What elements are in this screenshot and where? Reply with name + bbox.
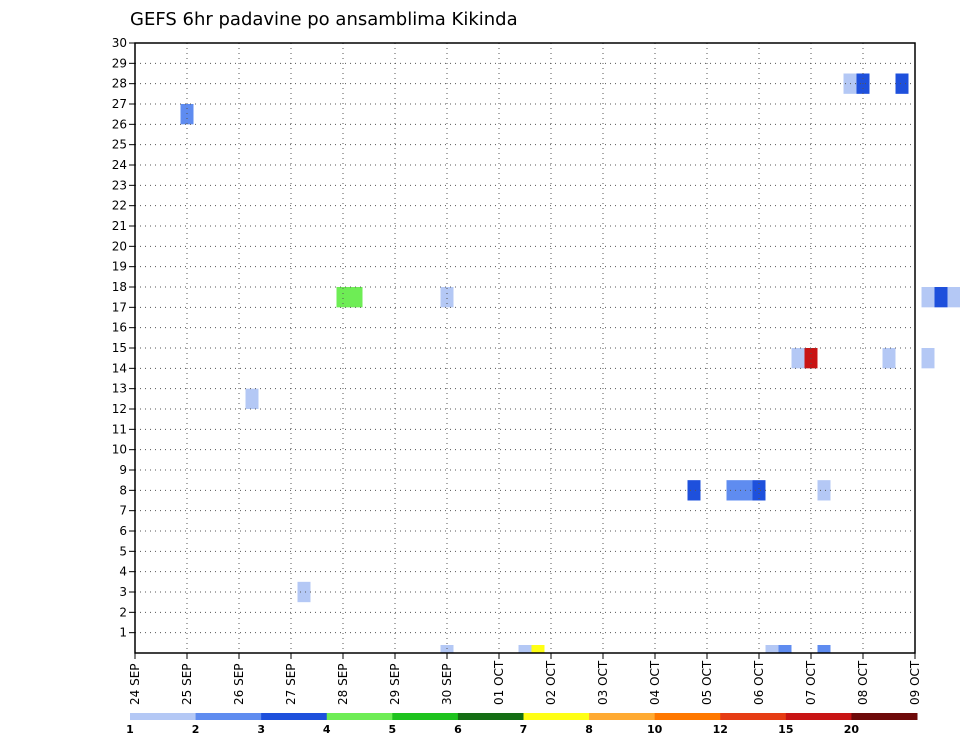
y-tick-label: 16	[112, 321, 127, 335]
precip-cell	[349, 287, 363, 308]
y-tick-label: 18	[112, 280, 127, 294]
colorbar-label: 2	[192, 723, 200, 736]
x-tick-label: 29 SEP	[388, 663, 402, 705]
grid-layer	[135, 43, 915, 653]
y-tick-label: 29	[112, 56, 127, 70]
colorbar-swatch	[785, 713, 852, 720]
x-tick-label: 04 OCT	[648, 660, 662, 705]
y-tick-label: 12	[112, 402, 127, 416]
y-tick-label: 1	[119, 626, 127, 640]
y-tick-label: 3	[119, 585, 127, 599]
x-tick-label: 27 SEP	[284, 663, 298, 705]
colorbar-label: 5	[389, 723, 397, 736]
colorbar-label: 12	[713, 723, 728, 736]
y-tick-label: 4	[119, 565, 127, 579]
colorbar-label: 6	[454, 723, 462, 736]
precip-cell	[440, 287, 454, 308]
colorbar-swatch	[457, 713, 524, 720]
y-tick-label: 19	[112, 260, 127, 274]
x-tick-label: 03 OCT	[596, 660, 610, 705]
y-tick-label: 22	[112, 199, 127, 213]
precip-cell	[297, 581, 311, 603]
precip-cell	[726, 480, 740, 501]
colorbar-label: 10	[647, 723, 663, 736]
colorbar-swatch	[720, 713, 787, 720]
x-tick-label: 09 OCT	[908, 660, 922, 705]
colorbar-swatch	[392, 713, 459, 720]
colorbar-swatch	[654, 713, 721, 720]
precip-cell	[817, 480, 831, 501]
x-tick-label: 05 OCT	[700, 660, 714, 705]
y-tick-label: 2	[119, 605, 127, 619]
y-tick-label: 26	[112, 117, 127, 131]
precip-cell	[245, 388, 259, 409]
precip-cell	[752, 480, 766, 501]
colorbar-label: 4	[323, 723, 331, 736]
colorbar-label: 7	[520, 723, 528, 736]
x-axis: 24 SEP 25 SEP 26 SEP 27 SEP 28 SEP 29 SEP 30 S…	[128, 653, 922, 705]
y-tick-label: 6	[119, 524, 127, 538]
y-tick-label: 15	[112, 341, 127, 355]
x-tick-label: 30 SEP	[440, 663, 454, 705]
colorbar-swatch	[523, 713, 590, 720]
precip-cell	[778, 645, 792, 653]
colorbar-label: 1	[126, 723, 134, 736]
chart-title: GEFS 6hr padavine po ansamblima Kikinda	[130, 9, 518, 30]
colorbar-swatch	[326, 713, 393, 720]
precip-cell	[921, 287, 935, 308]
precip-cell	[791, 348, 805, 369]
colorbar-swatch	[589, 713, 656, 720]
x-tick-label: 26 SEP	[232, 663, 246, 705]
y-tick-label: 23	[112, 178, 127, 192]
y-tick-label: 30	[112, 36, 127, 50]
y-tick-label: 11	[112, 422, 127, 436]
y-tick-label: 8	[119, 483, 127, 497]
precip-cell	[934, 287, 948, 308]
y-tick-label: 21	[112, 219, 127, 233]
colorbar-swatch	[195, 713, 262, 720]
colorbar-label: 3	[257, 723, 265, 736]
colorbar: 1 2 3 4 5 6 7 8 10 12 15 20	[126, 713, 918, 736]
y-tick-label: 20	[112, 239, 127, 253]
y-tick-label: 28	[112, 77, 127, 91]
x-tick-label: 25 SEP	[180, 663, 194, 705]
precip-cell	[882, 348, 896, 369]
precip-cell	[687, 480, 701, 501]
precip-cell	[336, 287, 350, 308]
precip-cell	[921, 348, 935, 369]
y-tick-label: 24	[112, 158, 127, 172]
x-tick-label: 28 SEP	[336, 663, 350, 705]
y-tick-label: 25	[112, 138, 127, 152]
colorbar-swatch	[261, 713, 328, 720]
x-tick-label: 01 OCT	[492, 660, 506, 705]
colorbar-label: 15	[778, 723, 793, 736]
precip-cell	[817, 645, 831, 653]
y-tick-label: 27	[112, 97, 127, 111]
colorbar-label: 20	[844, 723, 860, 736]
x-tick-label: 24 SEP	[128, 663, 142, 705]
precip-cell	[947, 287, 960, 308]
cells-layer	[180, 73, 960, 653]
y-tick-label: 10	[112, 443, 127, 457]
y-tick-label: 9	[119, 463, 127, 477]
y-tick-label: 5	[119, 544, 127, 558]
x-tick-label: 07 OCT	[804, 660, 818, 705]
precip-cell	[531, 645, 545, 653]
y-tick-label: 14	[112, 361, 127, 375]
colorbar-swatch	[851, 713, 918, 720]
x-tick-label: 08 OCT	[856, 660, 870, 705]
precip-cell	[518, 645, 532, 653]
y-tick-label: 17	[112, 300, 127, 314]
colorbar-swatch	[130, 713, 197, 720]
precip-cell	[180, 104, 194, 125]
precip-cell	[895, 73, 909, 94]
y-axis: 1234567891011121314151617181920212223242…	[112, 36, 135, 640]
colorbar-label: 8	[585, 723, 593, 736]
y-tick-label: 13	[112, 382, 127, 396]
x-tick-label: 06 OCT	[752, 660, 766, 705]
x-tick-label: 02 OCT	[544, 660, 558, 705]
precip-cell	[765, 645, 779, 653]
y-tick-label: 7	[119, 504, 127, 518]
